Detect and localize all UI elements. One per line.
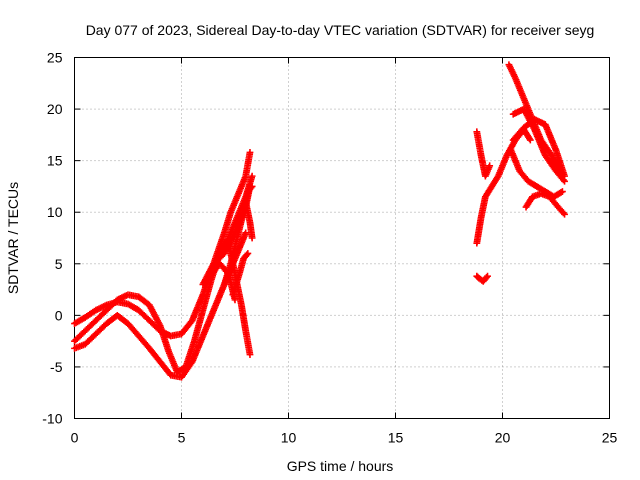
y-tick-label: 20 xyxy=(47,101,63,117)
data-point xyxy=(242,229,250,237)
data-point xyxy=(484,272,491,280)
x-tick-label: 15 xyxy=(388,430,404,446)
series-arc-11 xyxy=(473,126,534,247)
x-tick-label: 5 xyxy=(178,430,186,446)
data-point xyxy=(526,136,534,144)
y-tick-label: -10 xyxy=(42,411,62,427)
series-arc-8 xyxy=(242,198,256,242)
y-tick-label: 0 xyxy=(55,307,63,323)
series-arc-15 xyxy=(509,105,568,185)
series-arc-9 xyxy=(208,260,239,304)
grid xyxy=(74,57,610,419)
data-point xyxy=(248,234,256,242)
series-arc-12 xyxy=(473,128,494,180)
data-point xyxy=(561,210,568,218)
y-axis-label: SDTVAR / TECUs xyxy=(5,182,21,294)
y-tick-label: -5 xyxy=(50,359,63,375)
data-point xyxy=(248,183,256,190)
x-axis-label: GPS time / hours xyxy=(287,458,394,474)
data-points xyxy=(71,61,568,381)
x-tick-label: 0 xyxy=(71,430,79,446)
y-tick-label: 5 xyxy=(55,256,63,272)
series-arc-14 xyxy=(509,115,568,180)
x-tick-label: 25 xyxy=(602,430,618,446)
data-point xyxy=(248,172,256,180)
chart-title: Day 077 of 2023, Sidereal Day-to-day VTE… xyxy=(86,22,595,38)
y-tick-label: 15 xyxy=(47,153,63,169)
y-axis: -10 -5 0 5 10 15 20 25 xyxy=(42,50,610,427)
series-arc-17 xyxy=(522,190,568,218)
data-point xyxy=(559,188,566,195)
data-point xyxy=(231,296,239,304)
plot-frame xyxy=(74,57,610,419)
data-point xyxy=(244,250,252,257)
data-point xyxy=(486,162,494,170)
x-axis: 0 5 10 15 20 25 xyxy=(71,57,618,446)
data-point xyxy=(246,148,254,156)
y-tick-label: 25 xyxy=(47,50,63,66)
data-point xyxy=(561,177,568,185)
data-point xyxy=(246,351,254,358)
series-arc-10 xyxy=(473,272,491,285)
y-tick-label: 10 xyxy=(47,204,63,220)
x-tick-label: 20 xyxy=(495,430,511,446)
x-tick-label: 10 xyxy=(281,430,297,446)
